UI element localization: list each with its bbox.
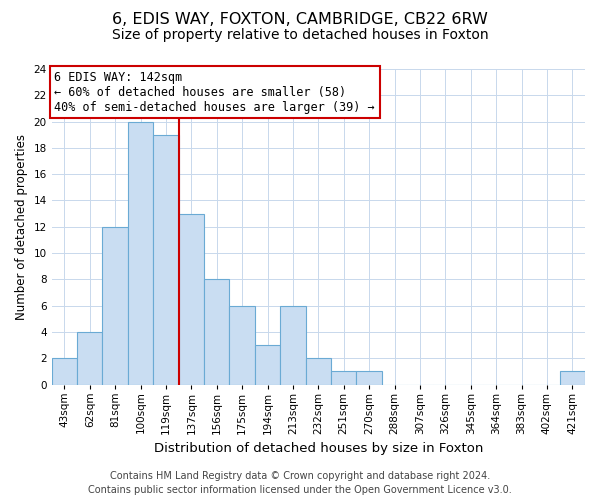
Y-axis label: Number of detached properties: Number of detached properties: [15, 134, 28, 320]
Bar: [179, 214, 204, 384]
X-axis label: Distribution of detached houses by size in Foxton: Distribution of detached houses by size …: [154, 442, 483, 455]
Bar: [153, 134, 179, 384]
Bar: [77, 332, 103, 384]
Bar: [280, 306, 305, 384]
Bar: [255, 345, 280, 385]
Bar: [331, 372, 356, 384]
Bar: [560, 372, 585, 384]
Bar: [52, 358, 77, 384]
Bar: [103, 227, 128, 384]
Bar: [356, 372, 382, 384]
Bar: [128, 122, 153, 384]
Text: Contains HM Land Registry data © Crown copyright and database right 2024.
Contai: Contains HM Land Registry data © Crown c…: [88, 471, 512, 495]
Text: 6 EDIS WAY: 142sqm
← 60% of detached houses are smaller (58)
40% of semi-detache: 6 EDIS WAY: 142sqm ← 60% of detached hou…: [55, 70, 375, 114]
Bar: [204, 280, 229, 384]
Bar: [305, 358, 331, 384]
Text: 6, EDIS WAY, FOXTON, CAMBRIDGE, CB22 6RW: 6, EDIS WAY, FOXTON, CAMBRIDGE, CB22 6RW: [112, 12, 488, 28]
Text: Size of property relative to detached houses in Foxton: Size of property relative to detached ho…: [112, 28, 488, 42]
Bar: [229, 306, 255, 384]
